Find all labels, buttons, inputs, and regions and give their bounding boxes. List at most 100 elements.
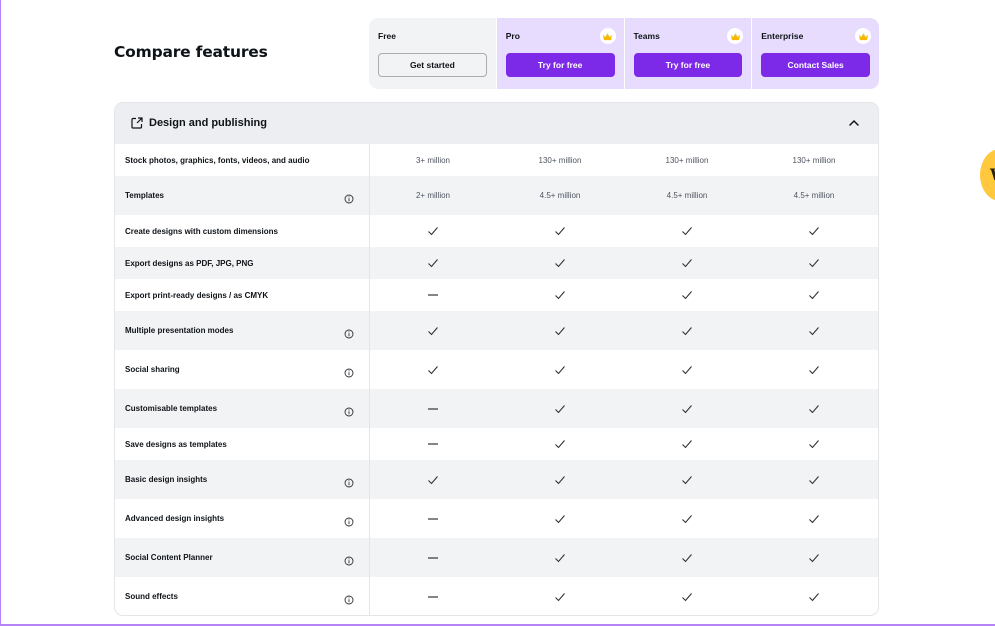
check-icon <box>369 226 497 236</box>
check-icon <box>623 226 751 236</box>
check-icon <box>369 258 497 268</box>
column-divider <box>369 279 370 311</box>
plan-pro: Pro Try for free <box>495 18 624 89</box>
feature-name: Export print-ready designs / as CMYK <box>125 290 269 300</box>
chevron-up-icon[interactable] <box>847 116 861 130</box>
cell-value: 4.5+ million <box>539 191 581 200</box>
check-icon <box>750 290 878 300</box>
get-started-button[interactable]: Get started <box>378 53 487 77</box>
feature-table: Design and publishing Stock photos, grap… <box>114 102 879 616</box>
column-divider <box>369 499 370 538</box>
plan-enterprise-name: Enterprise <box>761 31 804 41</box>
cell-value: 130+ million <box>538 155 582 165</box>
table-row: Social sharing <box>115 350 878 389</box>
check-icon <box>496 592 624 602</box>
feature-name: Social sharing <box>125 365 180 374</box>
side-badge-letter: W <box>990 165 995 184</box>
column-divider <box>369 428 370 460</box>
check-icon <box>496 290 624 300</box>
check-icon <box>750 365 878 375</box>
check-icon <box>623 475 751 485</box>
dash-icon <box>369 553 497 563</box>
check-icon <box>623 258 751 268</box>
check-icon <box>623 439 751 449</box>
pro-try-free-button[interactable]: Try for free <box>505 53 615 77</box>
info-icon[interactable] <box>344 365 354 377</box>
info-icon[interactable] <box>344 404 354 416</box>
info-icon[interactable] <box>344 553 354 565</box>
cell-value: 4.5+ million <box>793 191 835 200</box>
column-divider <box>369 577 370 615</box>
column-divider <box>369 311 370 350</box>
feature-name: Basic design insights <box>125 475 208 484</box>
check-icon <box>623 290 751 300</box>
check-icon <box>369 475 497 485</box>
feature-name: Save designs as templates <box>125 439 227 449</box>
check-icon <box>496 553 624 563</box>
plan-teams: Teams Try for free <box>623 18 752 89</box>
check-icon <box>750 326 878 336</box>
column-divider <box>369 247 370 279</box>
cell-value: 3+ million <box>415 155 450 165</box>
crown-icon <box>727 28 744 44</box>
column-divider <box>369 460 370 499</box>
cell-value: 130+ million <box>792 155 836 165</box>
check-icon <box>623 326 751 336</box>
feature-name: Create designs with custom dimensions <box>125 226 278 236</box>
plan-header: Free Get started Pro Try for free Teams … <box>369 18 879 89</box>
info-icon[interactable] <box>344 592 354 604</box>
contact-sales-button[interactable]: Contact Sales <box>761 53 870 77</box>
cell-value: 130+ million <box>665 155 709 165</box>
dash-icon <box>369 290 497 300</box>
check-icon <box>496 475 624 485</box>
table-row: Export print-ready designs / as CMYK <box>115 279 878 311</box>
table-row: Create designs with custom dimensions <box>115 215 878 247</box>
check-icon <box>750 439 878 449</box>
check-icon <box>623 404 751 414</box>
check-icon <box>496 439 624 449</box>
teams-try-free-button[interactable]: Try for free <box>633 53 743 77</box>
side-badge[interactable]: W <box>980 149 995 201</box>
check-icon <box>496 226 624 236</box>
check-icon <box>496 365 624 375</box>
column-divider <box>369 389 370 428</box>
column-divider <box>369 176 370 215</box>
table-row: Social Content Planner <box>115 538 878 577</box>
check-icon <box>750 226 878 236</box>
info-icon[interactable] <box>344 475 354 487</box>
plan-free: Free Get started <box>369 18 496 89</box>
column-divider <box>369 144 370 176</box>
feature-name: Social Content Planner <box>125 553 213 562</box>
feature-name: Templates <box>125 191 164 200</box>
check-icon <box>623 514 751 524</box>
table-row: Sound effects <box>115 577 878 615</box>
table-row: Templates 2+ million 4.5+ million 4.5+ mill… <box>115 176 878 215</box>
info-icon[interactable] <box>344 191 354 203</box>
check-icon <box>496 514 624 524</box>
check-icon <box>750 592 878 602</box>
table-row: Stock photos, graphics, fonts, videos, a… <box>115 144 878 176</box>
publish-icon <box>131 117 143 129</box>
check-icon <box>750 404 878 414</box>
check-icon <box>750 514 878 524</box>
section-header[interactable]: Design and publishing <box>115 103 878 144</box>
check-icon <box>369 365 497 375</box>
crown-icon <box>855 28 871 44</box>
info-icon[interactable] <box>344 514 354 526</box>
feature-name: Multiple presentation modes <box>125 326 234 335</box>
dash-icon <box>369 592 497 602</box>
plan-teams-name: Teams <box>633 31 660 41</box>
table-row: Multiple presentation modes <box>115 311 878 350</box>
cell-value: 2+ million <box>415 191 450 200</box>
check-icon <box>496 258 624 268</box>
dash-icon <box>369 404 497 414</box>
feature-name: Stock photos, graphics, fonts, videos, a… <box>125 155 310 165</box>
section-title: Design and publishing <box>149 117 267 129</box>
check-icon <box>623 553 751 563</box>
table-row: Basic design insights <box>115 460 878 499</box>
check-icon <box>750 258 878 268</box>
table-row: Save designs as templates <box>115 428 878 460</box>
table-row: Customisable templates <box>115 389 878 428</box>
info-icon[interactable] <box>344 326 354 338</box>
